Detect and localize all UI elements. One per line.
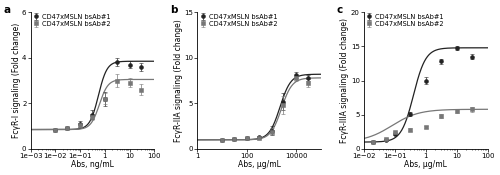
Legend: CD47xMSLN bsAb#1, CD47xMSLN bsAb#2: CD47xMSLN bsAb#1, CD47xMSLN bsAb#2 <box>364 13 444 27</box>
Text: b: b <box>170 5 177 15</box>
X-axis label: Abs, μg/mL: Abs, μg/mL <box>238 160 281 169</box>
Text: a: a <box>4 5 10 15</box>
Y-axis label: FcγR-IIA signaling (Fold change): FcγR-IIA signaling (Fold change) <box>174 19 182 142</box>
X-axis label: Abs, ng/mL: Abs, ng/mL <box>71 160 114 169</box>
Legend: CD47xMSLN bsAb#1, CD47xMSLN bsAb#2: CD47xMSLN bsAb#1, CD47xMSLN bsAb#2 <box>198 13 278 27</box>
Text: c: c <box>336 5 343 15</box>
X-axis label: Abs, μg/mL: Abs, μg/mL <box>404 160 448 169</box>
Y-axis label: FcγR-IIIA signaling (Fold change): FcγR-IIIA signaling (Fold change) <box>340 18 349 143</box>
Y-axis label: FcγR-I signaling (Fold change): FcγR-I signaling (Fold change) <box>12 23 20 138</box>
Legend: CD47xMSLN bsAb#1, CD47xMSLN bsAb#2: CD47xMSLN bsAb#1, CD47xMSLN bsAb#2 <box>32 13 112 27</box>
